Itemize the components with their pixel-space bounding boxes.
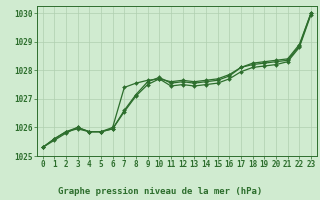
Text: Graphe pression niveau de la mer (hPa): Graphe pression niveau de la mer (hPa) (58, 187, 262, 196)
